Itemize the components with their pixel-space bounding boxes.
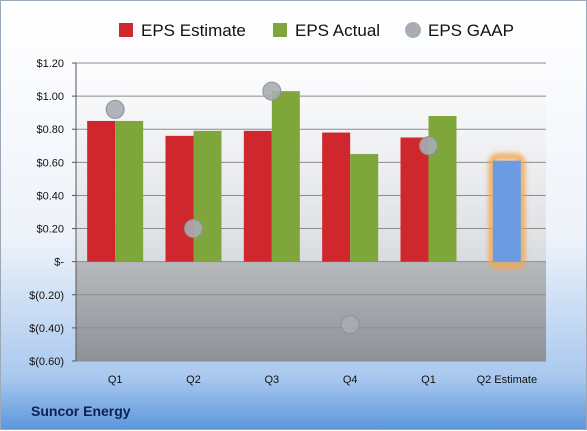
legend-eps-actual-label: EPS Actual xyxy=(295,21,380,40)
legend-eps-estimate-label: EPS Estimate xyxy=(141,21,246,40)
bar-eps-estimate xyxy=(322,132,351,262)
bar-eps-estimate xyxy=(165,135,194,262)
bar-eps-actual xyxy=(271,91,300,262)
legend-eps-gaap-swatch xyxy=(405,22,421,38)
y-tick-label: $(0.40) xyxy=(29,323,64,335)
x-tick-label: Q1 xyxy=(108,374,123,386)
point-eps-gaap xyxy=(184,219,203,239)
bar-eps-actual xyxy=(193,130,222,262)
bar-eps-actual xyxy=(115,120,144,262)
y-tick-label: $(0.20) xyxy=(29,290,64,302)
bar-eps-actual xyxy=(350,154,379,262)
point-eps-gaap xyxy=(340,315,360,335)
x-tick-label: Q1 xyxy=(421,374,436,386)
bar-eps-estimate xyxy=(400,137,429,262)
legend-eps-estimate-swatch xyxy=(119,23,133,37)
x-tick-label: Q2 Estimate xyxy=(477,374,538,386)
y-tick-label: $1.20 xyxy=(36,58,64,70)
y-tick-label: $- xyxy=(54,257,64,269)
legend-eps-actual-swatch xyxy=(273,23,287,37)
x-tick-label: Q3 xyxy=(264,374,279,386)
bar-eps-estimate-forecast xyxy=(492,160,521,262)
point-eps-gaap xyxy=(262,81,282,101)
legend-eps-gaap-label: EPS GAAP xyxy=(428,21,514,40)
point-eps-gaap xyxy=(105,99,125,119)
y-tick-label: $(0.60) xyxy=(29,356,64,368)
bar-eps-estimate xyxy=(243,130,272,262)
bar-eps-estimate xyxy=(87,120,116,262)
y-tick-label: $0.40 xyxy=(36,190,64,202)
point-eps-gaap xyxy=(419,136,438,156)
plot-area-negative xyxy=(76,261,546,361)
x-tick-label: Q2 xyxy=(186,374,201,386)
y-tick-label: $1.00 xyxy=(36,91,64,103)
x-tick-label: Q4 xyxy=(343,374,358,386)
y-tick-label: $0.60 xyxy=(36,157,64,169)
y-tick-label: $0.20 xyxy=(36,224,64,236)
forecast-glow xyxy=(488,153,526,270)
y-tick-label: $0.80 xyxy=(36,124,64,136)
company-name: Suncor Energy xyxy=(31,403,131,419)
